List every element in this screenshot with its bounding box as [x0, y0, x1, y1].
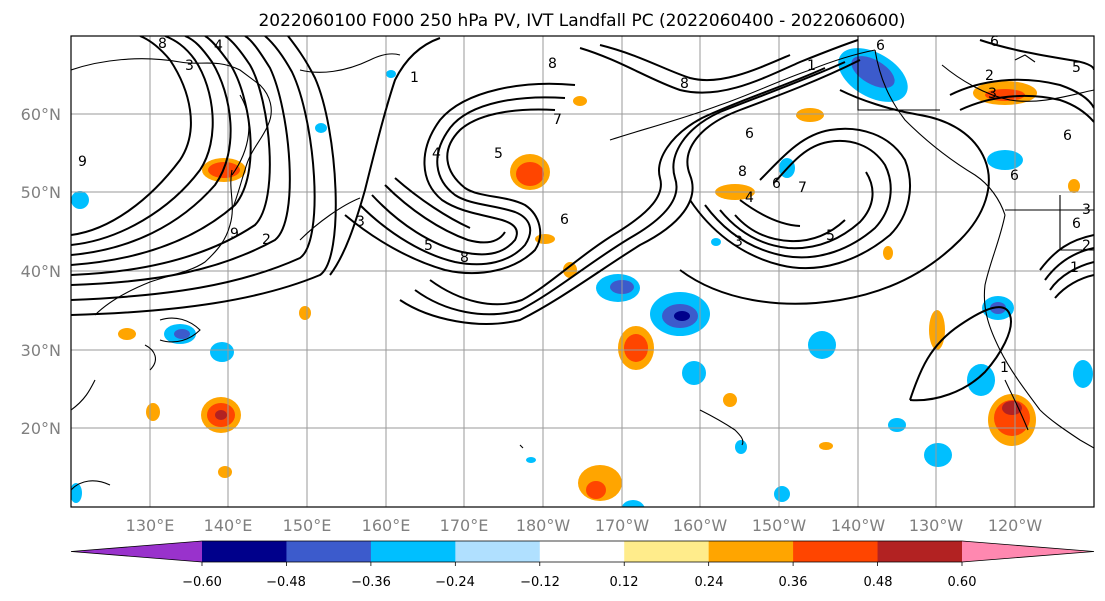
lat-label: 30°N: [21, 341, 61, 360]
colorbar-segment: [793, 541, 879, 562]
latitude-labels: 60°N 50°N 40°N 30°N 20°N: [21, 105, 61, 438]
contour-label: 4: [214, 38, 223, 54]
contour-label: 6: [876, 38, 885, 54]
figure-title: 2022060100 F000 250 hPa PV, IVT Landfall…: [258, 11, 905, 31]
contour-label: 8: [548, 56, 557, 72]
colorbar-segment: [455, 541, 541, 562]
lat-label: 60°N: [21, 105, 61, 124]
longitude-labels: 130°E 140°E 150°E 160°E 170°E 180°W 170°…: [126, 516, 1043, 535]
colorbar: −0.60 −0.48 −0.36 −0.24 −0.12 0.12 0.24 …: [70, 540, 1095, 590]
contour-label: 3: [185, 58, 194, 74]
contour-label: 4: [432, 146, 441, 162]
lon-label: 140°W: [831, 516, 886, 535]
contour-label: 8: [738, 164, 747, 180]
contour-label: 8: [460, 250, 469, 266]
colorbar-segment: [539, 541, 625, 562]
colorbar-tick-label: −0.12: [520, 575, 560, 590]
contour-label: 4: [745, 190, 754, 206]
lon-label: 140°E: [204, 516, 253, 535]
contour-label: 5: [424, 238, 433, 254]
colorbar-segment: [202, 541, 287, 562]
colorbar-segment: [71, 541, 202, 562]
colorbar-tick-label: 0.36: [779, 575, 808, 590]
anomaly-blob-midpacific-dark: [650, 292, 710, 336]
map-panel: 8 4 3 9 2 3 1 4 8 7 5 6 8 5 8 6 8 4 6 7: [70, 34, 1095, 508]
lat-label: 50°N: [21, 183, 61, 202]
contour-label: 2: [985, 68, 994, 84]
contour-label: 3: [988, 86, 997, 102]
contour-label: 1: [410, 70, 419, 86]
lon-label: 130°E: [126, 516, 175, 535]
anomaly-blob-midpacific-west: [596, 274, 640, 302]
contour-label: 3: [356, 214, 365, 230]
anomaly-blob-central-north: [510, 154, 550, 190]
contour-label: 6: [745, 126, 754, 142]
colorbar-segments: [70, 540, 1095, 563]
contour-label: 9: [230, 226, 239, 242]
graticule: [71, 36, 1094, 507]
contour-label: 6: [1010, 168, 1019, 184]
contour-label: 8: [158, 36, 167, 52]
contour-label: 6: [1072, 216, 1081, 232]
colorbar-tick-label: −0.24: [435, 575, 475, 590]
colorbar-tick-label: −0.60: [182, 575, 222, 590]
contour-label: 9: [78, 154, 87, 170]
lon-label: 170°E: [440, 516, 489, 535]
contour-label: 6: [990, 34, 999, 50]
contour-label: 5: [1072, 60, 1081, 76]
contour-label: 6: [1063, 128, 1072, 144]
colorbar-tick-label: −0.48: [266, 575, 306, 590]
lon-label: 150°W: [752, 516, 807, 535]
colorbar-tick-label: 0.60: [948, 575, 977, 590]
colorbar-tick-label: 0.24: [695, 575, 724, 590]
colorbar-tick-label: 0.12: [610, 575, 639, 590]
contour-label: 7: [553, 112, 562, 128]
contour-label: 1: [1070, 260, 1079, 276]
colorbar-segment: [624, 541, 710, 562]
colorbar-tick-label: −0.36: [351, 575, 391, 590]
contour-label: 5: [826, 228, 835, 244]
colorbar-segment: [877, 541, 963, 562]
contour-label: 1: [807, 58, 816, 74]
colorbar-tick-label: 0.48: [864, 575, 893, 590]
contour-label: 6: [772, 176, 781, 192]
contour-label: 3: [1082, 202, 1091, 218]
lon-label: 170°W: [595, 516, 650, 535]
contour-label-layer: 8 4 3 9 2 3 1 4 8 7 5 6 8 5 8 6 8 4 6 7: [78, 34, 1091, 376]
colorbar-segment: [370, 541, 456, 562]
lon-label: 130°W: [909, 516, 964, 535]
lon-label: 160°W: [673, 516, 728, 535]
contour-label: 2: [262, 232, 271, 248]
contour-label: 1: [1000, 360, 1009, 376]
colorbar-segment: [708, 541, 794, 562]
colorbar-ticks: −0.60 −0.48 −0.36 −0.24 −0.12 0.12 0.24 …: [182, 562, 976, 590]
contour-label: 6: [560, 212, 569, 228]
lon-label: 120°W: [988, 516, 1043, 535]
map-frame: [70, 35, 1095, 508]
contour-label: 2: [1082, 238, 1091, 254]
colorbar-segment: [286, 541, 372, 562]
lon-label: 180°W: [516, 516, 571, 535]
contour-label: 3: [734, 234, 743, 250]
lat-label: 40°N: [21, 262, 61, 281]
contour-label: 8: [680, 76, 689, 92]
colorbar-segment: [962, 541, 1094, 562]
pv-contours: [71, 36, 1094, 402]
contour-label: 5: [494, 146, 503, 162]
anomaly-blob-midpacific-orange: [618, 326, 654, 370]
anomaly-blob-baja: [988, 394, 1036, 446]
coastlines: [71, 36, 1094, 491]
lon-label: 150°E: [283, 516, 332, 535]
lat-label: 20°N: [21, 419, 61, 438]
lon-label: 160°E: [362, 516, 411, 535]
contour-label: 7: [798, 180, 807, 196]
